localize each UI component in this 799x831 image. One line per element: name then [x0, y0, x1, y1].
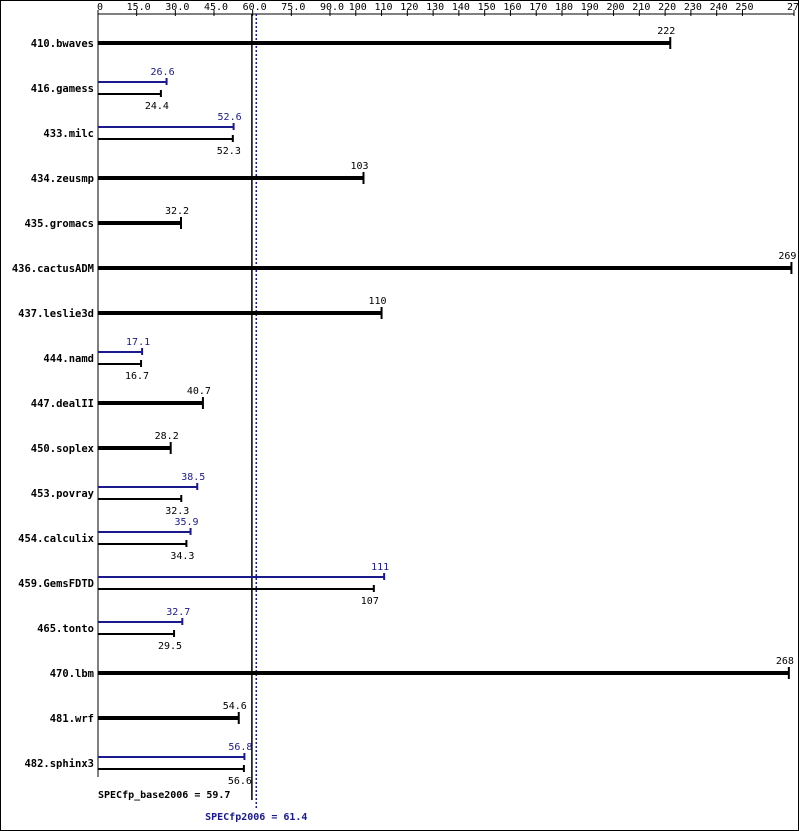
x-tick-label: 90.0 [320, 2, 344, 13]
value-label: 111 [371, 562, 389, 573]
category-label: 436.cactusADM [12, 263, 94, 275]
bar [98, 351, 143, 353]
bar [98, 363, 142, 365]
bar [98, 576, 385, 578]
bar [98, 486, 198, 488]
summary-label: SPECfp2006 = 61.4 [205, 812, 307, 823]
bar [98, 531, 191, 533]
bar [98, 756, 245, 758]
x-tick-label: 120 [400, 2, 418, 13]
value-label: 32.7 [166, 607, 190, 618]
category-label: 453.povray [31, 488, 95, 500]
x-tick-label: 15.0 [127, 2, 151, 13]
x-tick-label: 45.0 [204, 2, 228, 13]
x-tick-label: 190 [581, 2, 599, 13]
bar [98, 543, 187, 545]
value-label: 110 [369, 296, 387, 307]
category-label: 482.sphinx3 [24, 758, 94, 770]
x-tick-label: 100 [349, 2, 367, 13]
category-label: 450.soplex [31, 443, 95, 455]
category-label: 444.namd [43, 353, 94, 365]
bar [98, 446, 171, 450]
value-label: 52.3 [217, 146, 241, 157]
value-label: 56.6 [228, 776, 252, 787]
x-tick-label: 75.0 [281, 2, 305, 13]
category-label: 454.calculix [18, 533, 95, 545]
x-tick-label: 250 [735, 2, 753, 13]
category-label: 465.tonto [37, 623, 94, 635]
bar [98, 633, 175, 635]
x-tick-label: 30.0 [165, 2, 189, 13]
value-label: 40.7 [187, 386, 211, 397]
category-label: 437.leslie3d [18, 308, 94, 320]
x-tick-label: 150 [478, 2, 496, 13]
bar [98, 671, 789, 675]
x-tick-label: 110 [375, 2, 393, 13]
category-label: 410.bwaves [31, 38, 94, 50]
value-label: 32.2 [165, 206, 189, 217]
bar [98, 93, 161, 95]
value-label: 107 [361, 596, 379, 607]
value-label: 268 [776, 656, 794, 667]
bar [98, 498, 182, 500]
bar [98, 401, 203, 405]
value-label: 54.6 [223, 701, 247, 712]
value-label: 52.6 [218, 112, 242, 123]
value-label: 16.7 [125, 371, 149, 382]
category-label: 435.gromacs [24, 218, 94, 230]
category-label: 434.zeusmp [31, 173, 94, 185]
value-label: 56.8 [228, 742, 252, 753]
category-label: 416.gamess [31, 83, 94, 95]
x-tick-label: 220 [658, 2, 676, 13]
value-label: 17.1 [126, 337, 150, 348]
x-tick-label: 240 [710, 2, 728, 13]
value-label: 32.3 [165, 506, 189, 517]
value-label: 35.9 [174, 517, 198, 528]
value-label: 34.3 [170, 551, 194, 562]
value-label: 38.5 [181, 472, 205, 483]
x-tick-label: 140 [452, 2, 470, 13]
value-label: 24.4 [145, 101, 169, 112]
category-label: 470.lbm [50, 668, 94, 680]
summary-label: SPECfp_base2006 = 59.7 [98, 790, 230, 801]
x-tick-label: 130 [426, 2, 444, 13]
bar [98, 768, 244, 770]
bar [98, 41, 671, 45]
x-tick-label: 160 [503, 2, 521, 13]
x-tick-label: 180 [555, 2, 573, 13]
bar [98, 621, 183, 623]
value-label: 26.6 [151, 67, 175, 78]
x-tick-label: 270 [787, 2, 799, 13]
x-tick-label: 60.0 [243, 2, 267, 13]
bar [98, 221, 182, 225]
category-label: 447.dealII [31, 398, 94, 410]
bar [98, 266, 792, 270]
x-tick-label: 230 [684, 2, 702, 13]
x-tick-label: 0 [97, 2, 103, 13]
bar [98, 126, 234, 128]
x-tick-label: 170 [529, 2, 547, 13]
category-label: 433.milc [43, 128, 94, 140]
bar [98, 81, 167, 83]
x-tick-label: 200 [607, 2, 625, 13]
bar [98, 588, 374, 590]
value-label: 103 [350, 161, 368, 172]
value-label: 28.2 [155, 431, 179, 442]
value-label: 269 [778, 251, 796, 262]
value-label: 222 [657, 26, 675, 37]
x-tick-label: 210 [632, 2, 650, 13]
bar [98, 311, 382, 315]
category-label: 481.wrf [50, 713, 94, 725]
value-label: 29.5 [158, 641, 182, 652]
bar [98, 716, 239, 720]
bar [98, 176, 364, 180]
bar [98, 138, 233, 140]
category-label: 459.GemsFDTD [18, 578, 94, 590]
